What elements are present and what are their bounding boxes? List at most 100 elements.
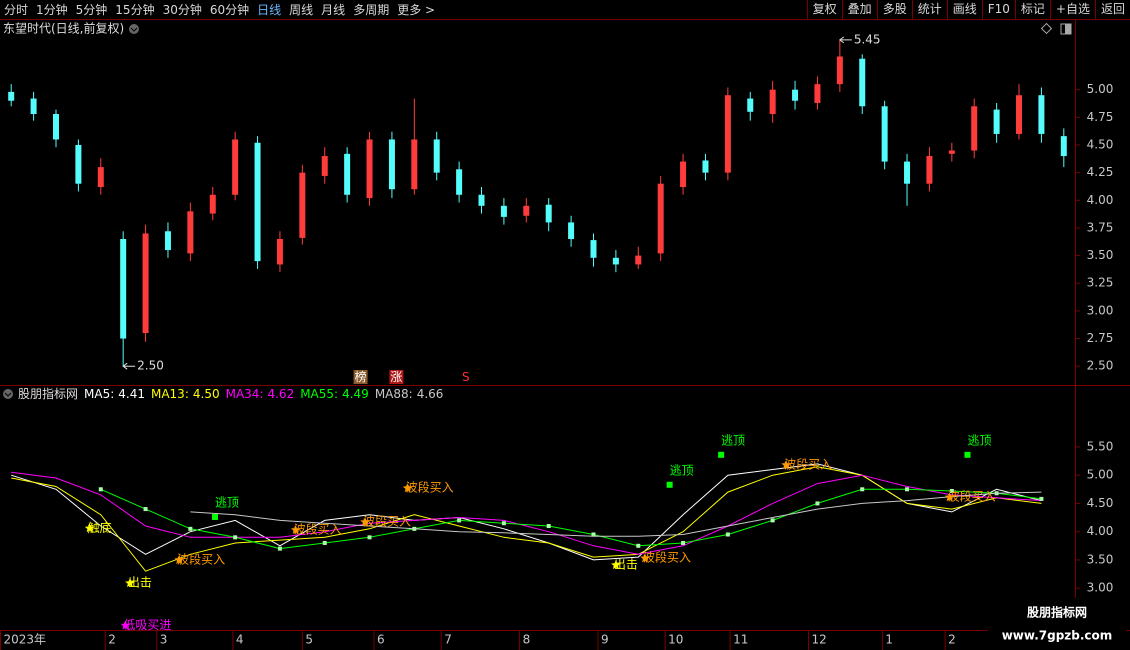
signal-label: 波段买入 [406, 480, 454, 495]
candle-body [321, 156, 328, 176]
candle-body [1016, 95, 1023, 134]
legend-value: 4.66 [417, 387, 444, 401]
flag-label: 涨 [390, 369, 402, 384]
y-tick-label: 3.75 [1087, 220, 1114, 234]
x-tick-label: 6 [377, 633, 385, 647]
candle-body [142, 233, 149, 334]
legend-value: 4.50 [193, 387, 220, 401]
y-tick-label: 2.50 [1087, 359, 1114, 373]
signal-marker [611, 560, 621, 570]
signal-marker [402, 483, 413, 493]
candle-body [1060, 136, 1067, 157]
tool-button[interactable]: 叠加 [841, 0, 877, 19]
signal-label: 逃顶 [215, 495, 239, 509]
x-tick-label: 2023年 [4, 633, 47, 647]
indicator-legend: 股朋指标网 MA5: 4.41 MA13: 4.50 MA34: 4.62 MA55: 4.49… [18, 386, 443, 401]
period-tab[interactable]: 15分钟 [115, 3, 155, 17]
ma-marker [143, 507, 148, 512]
candle-body [657, 183, 664, 254]
legend-value: 4.49 [342, 387, 369, 401]
tool-buttons: 复权 叠加 多股 统计 画线 F10 标记 +自选 返回 [806, 0, 1130, 19]
flag-bg [389, 370, 404, 384]
candle-body [769, 89, 776, 115]
ma-marker [188, 526, 193, 531]
toggle-icon[interactable] [3, 389, 13, 399]
candle-body [8, 91, 15, 101]
indicator-title: 股朋指标网 [18, 386, 78, 401]
candle-body [523, 205, 530, 216]
candle-body [164, 231, 171, 251]
ma-marker [636, 543, 641, 548]
signal-label: 出击 [128, 576, 152, 590]
x-tick-label: 2 [108, 633, 116, 647]
toggle-icon[interactable] [129, 24, 139, 34]
candle-body [859, 58, 866, 107]
y-tick-label: 3.00 [1087, 303, 1114, 317]
period-tab[interactable]: 分时 [4, 3, 29, 17]
candle-body [814, 84, 821, 103]
period-tab[interactable]: 30分钟 [162, 3, 202, 17]
y-tick-label: 4.50 [1087, 496, 1114, 510]
candle-body [75, 144, 82, 184]
period-tab[interactable]: 1分钟 [36, 3, 68, 17]
tool-button[interactable]: 画线 [946, 0, 982, 19]
icon-diamond[interactable] [1040, 22, 1053, 35]
ma-marker [501, 521, 506, 526]
signal-marker [640, 553, 650, 563]
candle-body [344, 153, 351, 195]
tool-button[interactable]: 标记 [1014, 0, 1050, 19]
legend-separator: : [334, 387, 338, 401]
candle-body [30, 98, 37, 115]
tool-button[interactable]: +自选 [1049, 0, 1095, 19]
signal-marker [290, 525, 301, 534]
signal-marker [120, 620, 131, 630]
period-tab[interactable]: 日线 [257, 3, 282, 17]
extreme-arrow [839, 36, 852, 44]
x-tick-label: 9 [601, 633, 609, 647]
ma-marker [322, 540, 327, 545]
candle-body [52, 114, 59, 140]
x-tick-label: 12 [811, 633, 826, 647]
tool-button[interactable]: 统计 [911, 0, 947, 19]
candle-body [635, 255, 642, 265]
candle-body [680, 161, 687, 188]
candle-body [366, 139, 373, 199]
period-tab[interactable]: 多周期 [353, 3, 390, 17]
candle-body [702, 160, 709, 173]
tool-button[interactable]: 返回 [1094, 0, 1130, 19]
extreme-arrow [122, 362, 136, 370]
signal-marker [212, 513, 218, 520]
tool-button[interactable]: 多股 [876, 0, 912, 19]
ma-line [11, 463, 1042, 561]
candle-body [433, 139, 440, 173]
tool-button[interactable]: 复权 [806, 0, 842, 19]
flag-bg [353, 370, 368, 384]
candle-body [881, 106, 888, 162]
candle-body [411, 139, 418, 190]
legend-name: MA5 [84, 387, 110, 401]
ma-line [11, 466, 1042, 572]
x-tick-label: 8 [523, 633, 531, 647]
period-tab[interactable]: 60分钟 [209, 3, 250, 17]
candle-body [568, 222, 575, 239]
signal-label: 波段买入 [294, 521, 342, 536]
period-tab[interactable]: 月线 [321, 3, 346, 17]
candle-body [590, 240, 597, 258]
y-tick-label: 5.50 [1087, 439, 1114, 453]
candle-body [993, 109, 1000, 134]
y-tick-label: 4.50 [1087, 137, 1114, 151]
tool-button[interactable]: F10 [981, 0, 1015, 19]
period-tab[interactable]: 5分钟 [75, 3, 108, 17]
toolbar: 分时 1分钟 5分钟 15分钟 30分钟 60分钟 日线 周线 月线 多周期 更多 > 复权 叠加 多股… [0, 0, 1130, 20]
signal-label: 波段买入 [363, 514, 411, 529]
candle-body [478, 194, 485, 206]
ma-marker [725, 532, 730, 537]
y-tick-label: 4.00 [1087, 193, 1114, 207]
signal-marker [666, 481, 673, 488]
candle-body [456, 169, 463, 195]
y-tick-label: 5.00 [1087, 468, 1114, 482]
period-tab[interactable]: 更多 > [397, 3, 436, 17]
ma-marker [277, 546, 282, 551]
ma-line [100, 488, 1042, 550]
period-tab[interactable]: 周线 [289, 3, 314, 17]
